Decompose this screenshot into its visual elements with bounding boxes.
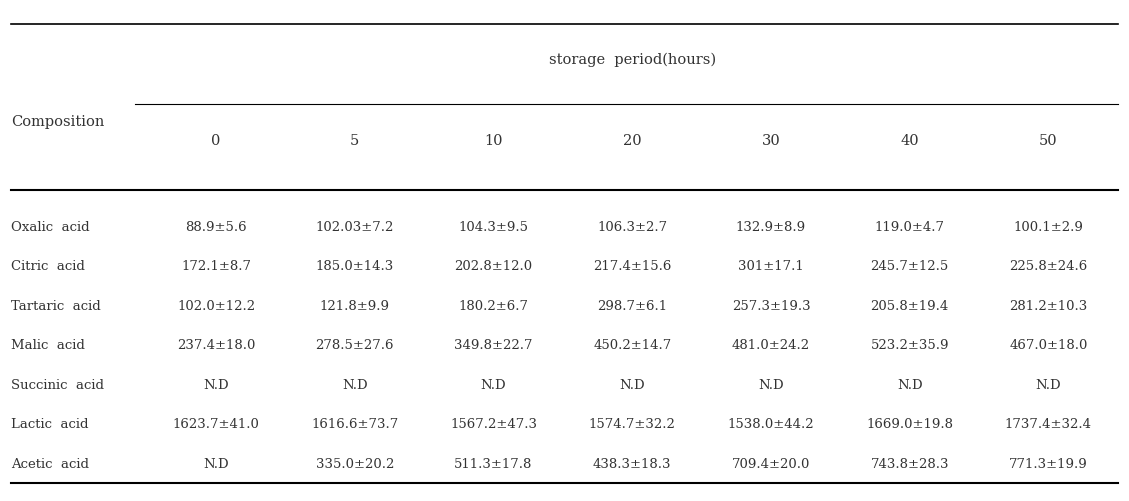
Text: Oxalic  acid: Oxalic acid (11, 220, 90, 233)
Text: 0: 0 (211, 133, 221, 147)
Text: N.D: N.D (342, 378, 368, 391)
Text: 172.1±8.7: 172.1±8.7 (181, 260, 251, 273)
Text: 237.4±18.0: 237.4±18.0 (177, 339, 255, 352)
Text: 278.5±27.6: 278.5±27.6 (316, 339, 394, 352)
Text: 102.0±12.2: 102.0±12.2 (177, 299, 255, 312)
Text: Succinic  acid: Succinic acid (11, 378, 104, 391)
Text: 771.3±19.9: 771.3±19.9 (1009, 457, 1087, 470)
Text: 106.3±2.7: 106.3±2.7 (597, 220, 667, 233)
Text: 20: 20 (623, 133, 641, 147)
Text: 1669.0±19.8: 1669.0±19.8 (866, 417, 953, 430)
Text: 438.3±18.3: 438.3±18.3 (593, 457, 672, 470)
Text: 1737.4±32.4: 1737.4±32.4 (1005, 417, 1092, 430)
Text: N.D: N.D (620, 378, 645, 391)
Text: 205.8±19.4: 205.8±19.4 (870, 299, 948, 312)
Text: 185.0±14.3: 185.0±14.3 (316, 260, 394, 273)
Text: 1623.7±41.0: 1623.7±41.0 (173, 417, 260, 430)
Text: 1616.6±73.7: 1616.6±73.7 (312, 417, 399, 430)
Text: 743.8±28.3: 743.8±28.3 (870, 457, 948, 470)
Text: 298.7±6.1: 298.7±6.1 (597, 299, 667, 312)
Text: 1567.2±47.3: 1567.2±47.3 (450, 417, 537, 430)
Text: 523.2±35.9: 523.2±35.9 (870, 339, 948, 352)
Text: Tartaric  acid: Tartaric acid (11, 299, 100, 312)
Text: 30: 30 (762, 133, 780, 147)
Text: Malic  acid: Malic acid (11, 339, 85, 352)
Text: N.D: N.D (481, 378, 506, 391)
Text: 50: 50 (1039, 133, 1058, 147)
Text: Composition: Composition (11, 115, 105, 129)
Text: 100.1±2.9: 100.1±2.9 (1014, 220, 1084, 233)
Text: 104.3±9.5: 104.3±9.5 (458, 220, 528, 233)
Text: N.D: N.D (759, 378, 784, 391)
Text: 301±17.1: 301±17.1 (738, 260, 804, 273)
Text: Lactic  acid: Lactic acid (11, 417, 89, 430)
Text: 40: 40 (900, 133, 919, 147)
Text: N.D: N.D (203, 457, 229, 470)
Text: Citric  acid: Citric acid (11, 260, 85, 273)
Text: 180.2±6.7: 180.2±6.7 (458, 299, 528, 312)
Text: storage  period(hours): storage period(hours) (549, 53, 716, 67)
Text: 88.9±5.6: 88.9±5.6 (185, 220, 247, 233)
Text: 121.8±9.9: 121.8±9.9 (320, 299, 390, 312)
Text: 709.4±20.0: 709.4±20.0 (732, 457, 811, 470)
Text: 10: 10 (484, 133, 502, 147)
Text: 245.7±12.5: 245.7±12.5 (870, 260, 948, 273)
Text: 102.03±7.2: 102.03±7.2 (316, 220, 394, 233)
Text: 349.8±22.7: 349.8±22.7 (454, 339, 533, 352)
Text: 450.2±14.7: 450.2±14.7 (593, 339, 672, 352)
Text: Acetic  acid: Acetic acid (11, 457, 89, 470)
Text: N.D: N.D (896, 378, 922, 391)
Text: N.D: N.D (203, 378, 229, 391)
Text: 202.8±12.0: 202.8±12.0 (455, 260, 533, 273)
Text: 467.0±18.0: 467.0±18.0 (1009, 339, 1087, 352)
Text: 1538.0±44.2: 1538.0±44.2 (727, 417, 814, 430)
Text: 281.2±10.3: 281.2±10.3 (1009, 299, 1087, 312)
Text: 1574.7±32.2: 1574.7±32.2 (589, 417, 675, 430)
Text: 511.3±17.8: 511.3±17.8 (454, 457, 533, 470)
Text: 225.8±24.6: 225.8±24.6 (1009, 260, 1087, 273)
Text: 5: 5 (350, 133, 359, 147)
Text: N.D: N.D (1035, 378, 1061, 391)
Text: 481.0±24.2: 481.0±24.2 (732, 339, 809, 352)
Text: 119.0±4.7: 119.0±4.7 (875, 220, 945, 233)
Text: 257.3±19.3: 257.3±19.3 (732, 299, 811, 312)
Text: 132.9±8.9: 132.9±8.9 (736, 220, 806, 233)
Text: 335.0±20.2: 335.0±20.2 (316, 457, 394, 470)
Text: 217.4±15.6: 217.4±15.6 (593, 260, 672, 273)
